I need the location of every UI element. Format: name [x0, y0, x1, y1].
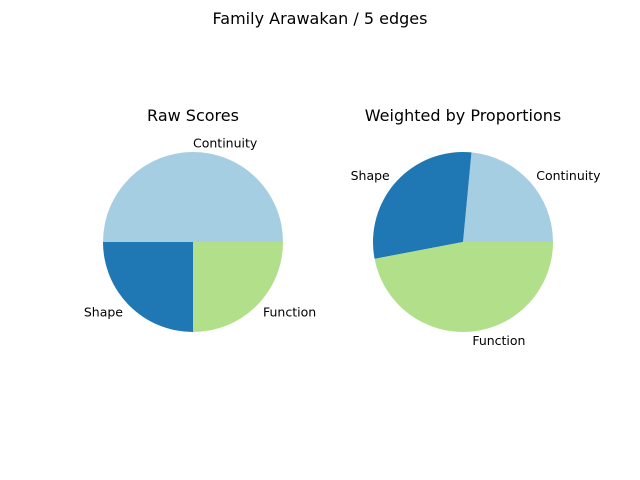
- raw-scores-slice-function: [193, 242, 283, 332]
- chart-title-raw-scores: Raw Scores: [147, 106, 239, 125]
- weighted-labels: Continuity Shape Function: [351, 168, 601, 348]
- raw-scores-label-shape: Shape: [84, 305, 123, 320]
- raw-scores-slices: [103, 152, 283, 332]
- weighted-slice-continuity: [463, 152, 553, 242]
- weighted-slice-function: [374, 242, 553, 333]
- pie-chart-raw-scores: Raw Scores Continuity Shape Function: [84, 106, 316, 332]
- raw-scores-label-function: Function: [263, 305, 316, 320]
- raw-scores-labels: Continuity Shape Function: [84, 136, 316, 320]
- weighted-slice-shape: [372, 152, 472, 259]
- raw-scores-slice-continuity: [103, 152, 283, 242]
- weighted-label-continuity: Continuity: [536, 168, 601, 183]
- weighted-slices: [372, 152, 553, 333]
- figure-title: Family Arawakan / 5 edges: [213, 9, 428, 28]
- raw-scores-label-continuity: Continuity: [193, 136, 258, 151]
- raw-scores-slice-shape: [103, 242, 193, 332]
- weighted-label-shape: Shape: [351, 168, 390, 183]
- pie-chart-weighted: Weighted by Proportions Continuity Shape F…: [351, 106, 601, 348]
- chart-title-weighted: Weighted by Proportions: [365, 106, 561, 125]
- weighted-label-function: Function: [472, 333, 525, 348]
